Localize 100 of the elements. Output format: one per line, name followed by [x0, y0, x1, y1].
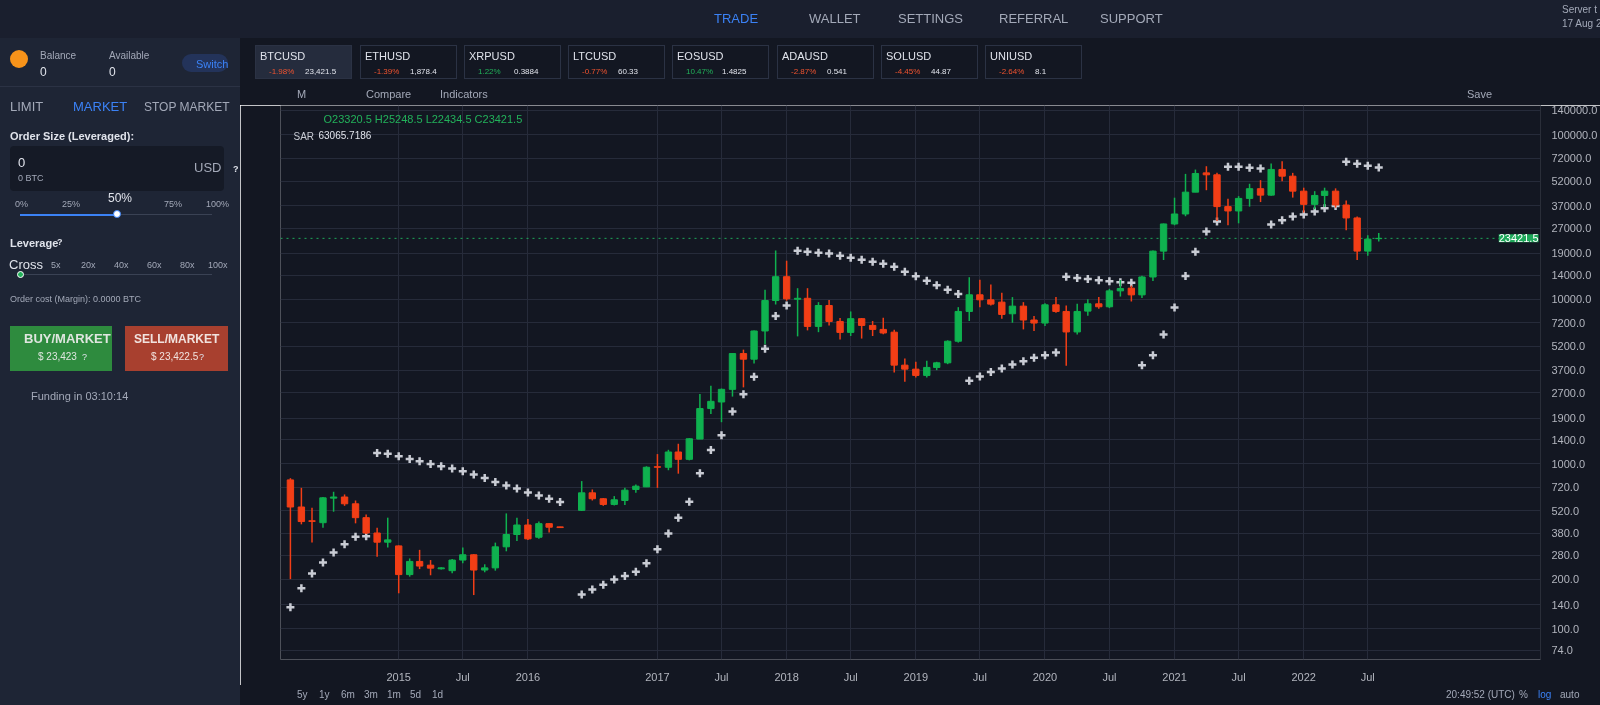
- text: M: [297, 87, 307, 102]
- text: log: [1538, 688, 1552, 702]
- text: 20x: [81, 259, 96, 272]
- text: 75%: [164, 198, 183, 211]
- text: SETTINGS: [898, 10, 964, 28]
- candlestick: [965, 276, 973, 322]
- candlestick: [578, 480, 586, 512]
- y-tick-label: 27000.0: [1551, 222, 1592, 235]
- y-tick-label: 280.0: [1551, 549, 1580, 562]
- candlestick: [642, 465, 651, 488]
- candlestick: [297, 487, 306, 526]
- x-tick-label: 2016: [515, 670, 541, 683]
- x-tick-label: Jul: [1102, 670, 1117, 683]
- text: -4.45%: [895, 66, 921, 78]
- text: Switch: [196, 57, 229, 72]
- candlestick: [470, 553, 478, 596]
- text: 20:49:52 (UTC): [1446, 688, 1515, 702]
- candlestick: [1289, 172, 1297, 199]
- y-tick-label: 1900.0: [1551, 412, 1586, 425]
- candlestick: [825, 299, 833, 327]
- candlestick: [329, 491, 338, 513]
- text: LIMIT: [10, 98, 44, 116]
- y-tick-label: 380.0: [1551, 527, 1580, 540]
- text: Leverage: [10, 236, 59, 251]
- text: 5x: [51, 259, 61, 272]
- x-tick-label: 2021: [1162, 670, 1187, 683]
- text: EOSUSD: [677, 49, 724, 64]
- text: -2.87%: [791, 66, 817, 78]
- candlestick: [943, 339, 952, 365]
- candlestick: [674, 443, 683, 475]
- candlestick: [998, 292, 1006, 320]
- candlestick: [664, 449, 673, 471]
- text: Save: [1467, 87, 1493, 102]
- text: 3m: [364, 688, 378, 702]
- y-tick-label: 520.0: [1551, 504, 1580, 517]
- text: %: [1519, 688, 1528, 702]
- y-tick-label: 14000.0: [1551, 269, 1592, 282]
- text: 0%: [15, 198, 29, 211]
- text: TRADE: [714, 10, 759, 28]
- text: 1.22%: [478, 66, 501, 78]
- candlestick: [1364, 234, 1372, 257]
- x-tick-label: Jul: [1231, 670, 1246, 683]
- ref-line-label: 23421.5: [1498, 232, 1539, 245]
- x-tick-label: 2018: [774, 670, 799, 683]
- text: 0 BTC: [18, 172, 44, 185]
- candlestick: [524, 518, 532, 541]
- y-tick-label: 7200.0: [1551, 316, 1586, 329]
- x-tick-label: Jul: [455, 670, 470, 683]
- text: ?: [199, 351, 205, 364]
- text: BTCUSD: [260, 49, 306, 64]
- candlestick: [1170, 196, 1179, 227]
- text: USD: [194, 159, 222, 177]
- candlestick: [351, 499, 360, 525]
- text: UNIUSD: [990, 49, 1033, 64]
- text: STOP MARKET: [144, 99, 230, 116]
- text: WALLET: [809, 10, 861, 28]
- text: 1d: [432, 688, 444, 702]
- y-tick-label: 3700.0: [1551, 364, 1586, 377]
- text: 0.3884: [514, 66, 539, 78]
- candlestick: [491, 541, 500, 572]
- candlestick: [901, 357, 909, 383]
- text: 1y: [319, 688, 330, 702]
- text: SUPPORT: [1100, 10, 1163, 28]
- annotation: 63065.7186: [318, 129, 372, 141]
- x-tick-label: Jul: [972, 670, 987, 683]
- text: ?: [233, 163, 239, 176]
- candlestick: [976, 278, 984, 308]
- candlestick: [513, 516, 521, 542]
- y-tick-label: 5200.0: [1551, 340, 1586, 353]
- candlestick: [707, 384, 715, 415]
- text: 10.47%: [686, 66, 714, 78]
- y-tick-label: 2700.0: [1551, 386, 1586, 399]
- text: 0: [109, 64, 116, 81]
- text: 23,421.5: [305, 66, 337, 78]
- text: Order Size (Leveraged):: [10, 129, 135, 144]
- candlestick: [814, 301, 823, 333]
- x-tick-label: 2020: [1032, 670, 1058, 683]
- candlestick: [793, 287, 802, 338]
- candlestick: [1202, 165, 1211, 191]
- candlestick: [1181, 173, 1190, 217]
- candlestick: [1019, 301, 1028, 331]
- candlestick: [717, 387, 726, 423]
- x-tick-label: Jul: [714, 670, 729, 683]
- text: Order cost (Margin): 0.0000 BTC: [10, 293, 142, 306]
- candlestick: [1030, 315, 1038, 332]
- x-tick-label: 2017: [645, 670, 670, 683]
- text: 60.33: [618, 66, 639, 78]
- candlestick: [502, 512, 510, 553]
- x-tick-label: Jul: [843, 670, 858, 683]
- y-tick-label: 100000.0: [1551, 128, 1598, 141]
- text: 0.541: [827, 66, 848, 78]
- candlestick: [384, 516, 392, 549]
- text: Server t: [1562, 3, 1598, 17]
- y-tick-label: 1000.0: [1551, 457, 1586, 470]
- candlestick: [1105, 288, 1114, 309]
- x-tick-label: 2015: [386, 670, 411, 683]
- y-tick-label: 720.0: [1551, 481, 1580, 494]
- y-tick-label: 100.0: [1551, 622, 1580, 635]
- text: auto: [1560, 688, 1580, 702]
- candlestick: [373, 526, 381, 558]
